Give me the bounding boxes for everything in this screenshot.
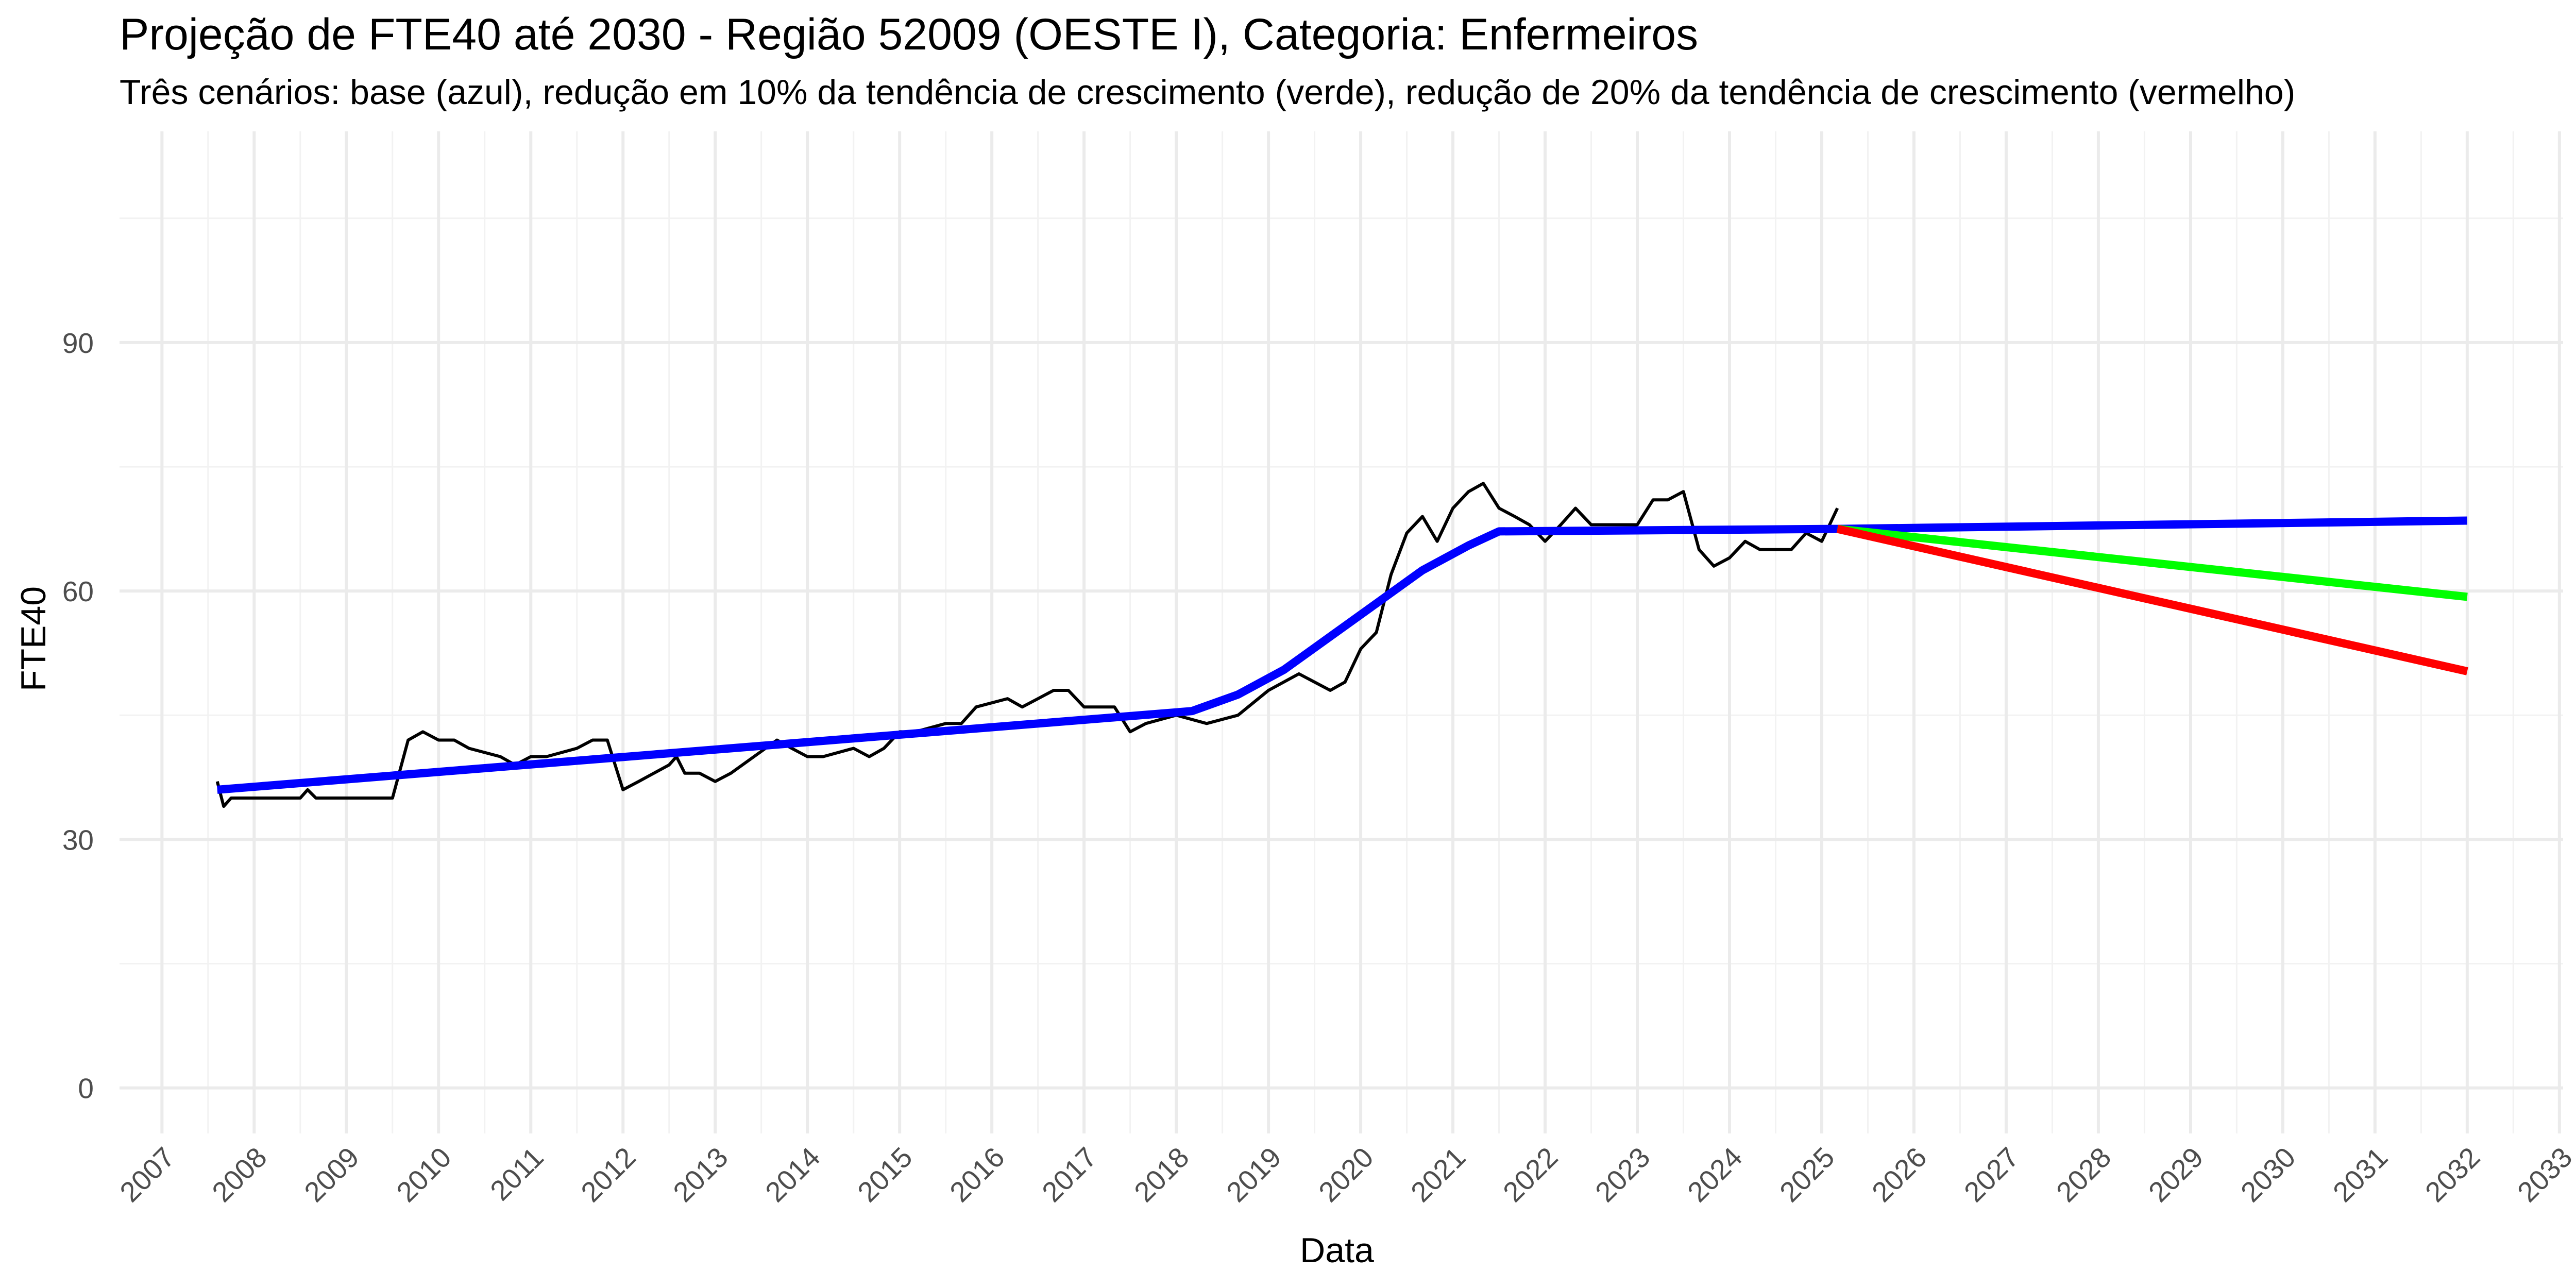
base-trend-line — [217, 516, 2468, 794]
x-tick-label: 2014 — [759, 1141, 826, 1208]
x-tick-label: 2009 — [298, 1141, 365, 1208]
x-tick-label: 2016 — [943, 1141, 1010, 1208]
x-tick-label: 2027 — [1958, 1141, 2025, 1208]
x-tick-label: 2033 — [2511, 1141, 2576, 1208]
y-tick-label: 0 — [78, 1073, 94, 1105]
major-gridlines — [120, 131, 2563, 1133]
x-tick-label: 2015 — [851, 1141, 918, 1208]
x-tick-label: 2025 — [1773, 1141, 1840, 1208]
series-layer — [215, 482, 2468, 808]
x-tick-label: 2024 — [1681, 1141, 1748, 1208]
chart-subtitle: Três cenários: base (azul), redução em 1… — [120, 73, 2296, 112]
y-axis-ticks: 0 30 60 90 — [62, 327, 94, 1105]
x-tick-label: 2019 — [1220, 1141, 1287, 1208]
x-tick-label: 2008 — [206, 1141, 273, 1208]
x-tick-label: 2032 — [2419, 1141, 2486, 1208]
x-tick-label: 2026 — [1866, 1141, 1933, 1208]
y-tick-label: 60 — [62, 575, 94, 607]
x-tick-label: 2017 — [1036, 1141, 1103, 1208]
chart-title: Projeção de FTE40 até 2030 - Região 5200… — [120, 10, 1699, 59]
minor-gridlines — [120, 131, 2563, 1133]
x-tick-label: 2029 — [2142, 1141, 2209, 1208]
projection-line — [1836, 524, 2468, 675]
x-tick-label: 2028 — [2050, 1141, 2117, 1208]
x-axis-title: Data — [1300, 1231, 1374, 1270]
x-tick-label: 2020 — [1312, 1141, 1379, 1208]
x-tick-label: 2022 — [1497, 1141, 1564, 1208]
projection-line — [1837, 524, 2468, 601]
x-tick-label: 2031 — [2327, 1141, 2394, 1208]
x-tick-label: 2010 — [390, 1141, 457, 1208]
x-tick-label: 2012 — [574, 1141, 641, 1208]
x-tick-label: 2007 — [113, 1141, 180, 1208]
x-tick-label: 2023 — [1589, 1141, 1656, 1208]
y-tick-label: 30 — [62, 824, 94, 856]
x-tick-label: 2018 — [1128, 1141, 1195, 1208]
y-tick-label: 90 — [62, 327, 94, 359]
x-tick-label: 2013 — [667, 1141, 734, 1208]
x-tick-label: 2011 — [484, 1141, 549, 1207]
x-tick-label: 2030 — [2234, 1141, 2301, 1208]
x-tick-label: 2021 — [1404, 1141, 1471, 1208]
y-axis-title: FTE40 — [14, 586, 53, 691]
x-axis-ticks: 2007 2008 2009 2010 2011 2012 2013 2014 2015 2016… — [113, 1141, 2576, 1208]
